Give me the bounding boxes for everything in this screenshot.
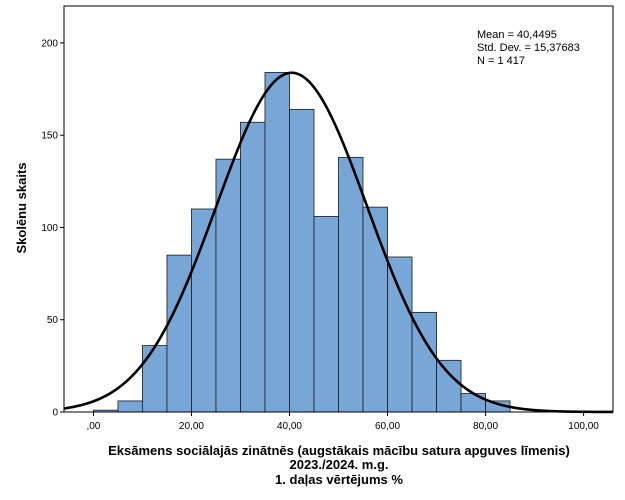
- x-axis-label-line-3: 1. daļas vērtējums %: [275, 472, 403, 487]
- y-tick-label: 0: [52, 408, 58, 419]
- y-tick-label: 150: [41, 131, 58, 142]
- stats-n: N = 1 417: [477, 55, 525, 67]
- histogram-bar: [240, 121, 266, 413]
- histogram-bar: [460, 393, 486, 413]
- stats-std-dev: Std. Dev. = 15,37683: [477, 42, 580, 54]
- normal-curve: [63, 71, 613, 414]
- x-tick-label: 100,00: [568, 421, 599, 432]
- x-axis-label-line-2: 2023./2024. m.g.: [289, 457, 388, 472]
- x-tick-label: 20,00: [179, 421, 204, 432]
- histogram-bar: [117, 400, 143, 413]
- y-tick-label: 200: [41, 38, 58, 49]
- histogram-bar: [142, 345, 168, 413]
- x-axis-label-line-1: Eksāmens sociālajās zinātnēs (augstākais…: [108, 443, 570, 458]
- y-axis: 0 50 100 150 200: [41, 38, 64, 419]
- histogram-bar: [436, 359, 462, 413]
- histogram-bar: [387, 256, 413, 413]
- plot-frame: [63, 5, 614, 413]
- x-tick-label: 40,00: [277, 421, 302, 432]
- x-tick-label: ,00: [86, 421, 100, 432]
- x-tick-label: 80,00: [473, 421, 498, 432]
- y-axis-label: Skolēnu skaits: [14, 162, 29, 253]
- y-tick-label: 100: [41, 223, 58, 234]
- stats-mean: Mean = 40,4495: [477, 29, 557, 41]
- histogram-bar: [264, 72, 290, 413]
- histogram-bar: [289, 108, 315, 413]
- histogram-bar: [411, 311, 437, 413]
- histogram-bar: [362, 206, 388, 413]
- x-axis: ,00 20,00 40,00 60,00 80,00 100,00: [86, 412, 599, 432]
- x-tick-label: 60,00: [375, 421, 400, 432]
- y-tick-label: 50: [47, 315, 59, 326]
- histogram-bar: [338, 156, 364, 413]
- histogram-bars: [93, 72, 511, 413]
- histogram-bar: [313, 215, 339, 413]
